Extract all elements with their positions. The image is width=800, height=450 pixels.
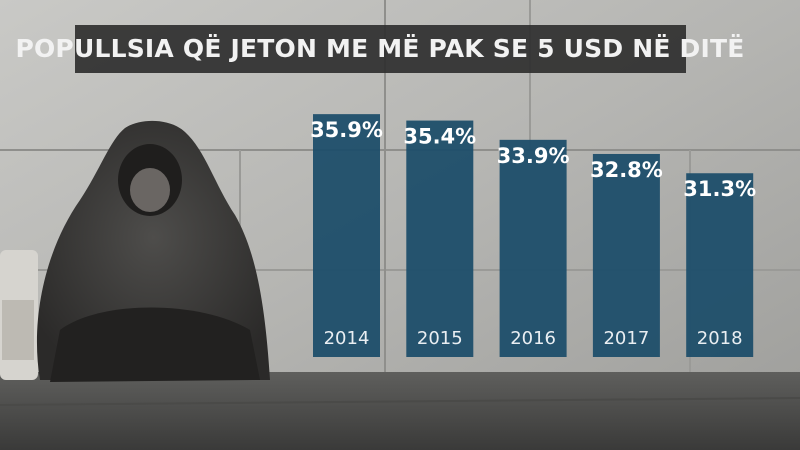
x-tick-label: 2016 (510, 328, 556, 349)
bar (686, 173, 754, 357)
bar (499, 139, 567, 357)
bar (313, 114, 380, 357)
value-label: 32.8% (590, 158, 663, 182)
value-label: 33.9% (497, 144, 570, 168)
value-label: 35.9% (310, 118, 383, 142)
value-label: 31.3% (683, 177, 756, 201)
x-tick-label: 2014 (324, 328, 370, 349)
x-tick-label: 2018 (697, 328, 743, 349)
value-label: 35.4% (403, 125, 476, 149)
x-tick-label: 2017 (603, 328, 649, 349)
title-box (75, 25, 686, 73)
bar (406, 120, 474, 357)
bar (592, 153, 660, 357)
chart-title: POPULLSIA QË JETON ME MË PAK SE 5 USD NË… (15, 33, 744, 63)
x-tick-label: 2015 (417, 328, 463, 349)
